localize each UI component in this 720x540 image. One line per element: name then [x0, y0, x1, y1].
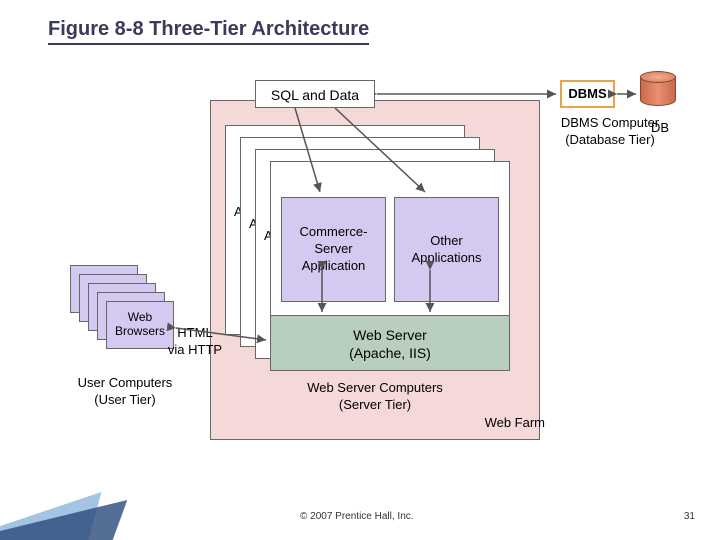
server-card-front: Commerce- Server Application Other Appli…	[270, 161, 510, 371]
dbms-tier-label: DBMS Computer (Database Tier)	[545, 115, 675, 149]
browser-stack: B B B B Web Browsers	[70, 265, 180, 365]
commerce-app-box: Commerce- Server Application	[281, 197, 386, 302]
commerce-app-label: Commerce- Server Application	[286, 224, 381, 275]
server-tier-label: Web Server Computers (Server Tier)	[285, 380, 465, 414]
sql-data-box: SQL and Data	[255, 80, 375, 108]
user-tier-label: User Computers (User Tier)	[65, 375, 185, 409]
dbms-tier-line2: (Database Tier)	[565, 132, 655, 147]
web-server-label1: Web Server	[353, 327, 427, 343]
figure-title: Figure 8-8 Three-Tier Architecture	[48, 18, 369, 45]
web-server-label2: (Apache, IIS)	[349, 345, 431, 361]
page-number: 31	[684, 511, 695, 522]
browsers-label2: Browsers	[115, 324, 165, 338]
html-label1: HTML	[177, 325, 212, 340]
architecture-diagram: A A A Commerce- Server Application Other…	[70, 80, 650, 460]
apps-row: Commerce- Server Application Other Appli…	[271, 197, 509, 307]
browser-card-front: Web Browsers	[106, 301, 174, 349]
html-via-http-label: HTML via HTTP	[165, 325, 225, 359]
db-top	[640, 71, 676, 83]
web-server-band: Web Server (Apache, IIS)	[271, 315, 509, 370]
user-tier-line1: User Computers	[78, 375, 173, 390]
webfarm-label: Web Farm	[465, 415, 545, 432]
decorative-wedge-dark	[0, 500, 127, 540]
dbms-box: DBMS	[560, 80, 615, 108]
copyright-footer: © 2007 Prentice Hall, Inc.	[300, 511, 414, 522]
db-cylinder-icon	[640, 68, 676, 112]
server-stack: A A A Commerce- Server Application Other…	[225, 125, 525, 365]
server-tier-line1: Web Server Computers	[307, 380, 443, 395]
server-tier-line2: (Server Tier)	[339, 397, 411, 412]
other-app-box: Other Applications	[394, 197, 499, 302]
html-label2: via HTTP	[168, 342, 222, 357]
other-app-label: Other Applications	[399, 233, 494, 267]
dbms-tier-line1: DBMS Computer	[561, 115, 659, 130]
user-tier-line2: (User Tier)	[94, 392, 155, 407]
browsers-label1: Web	[128, 310, 152, 324]
